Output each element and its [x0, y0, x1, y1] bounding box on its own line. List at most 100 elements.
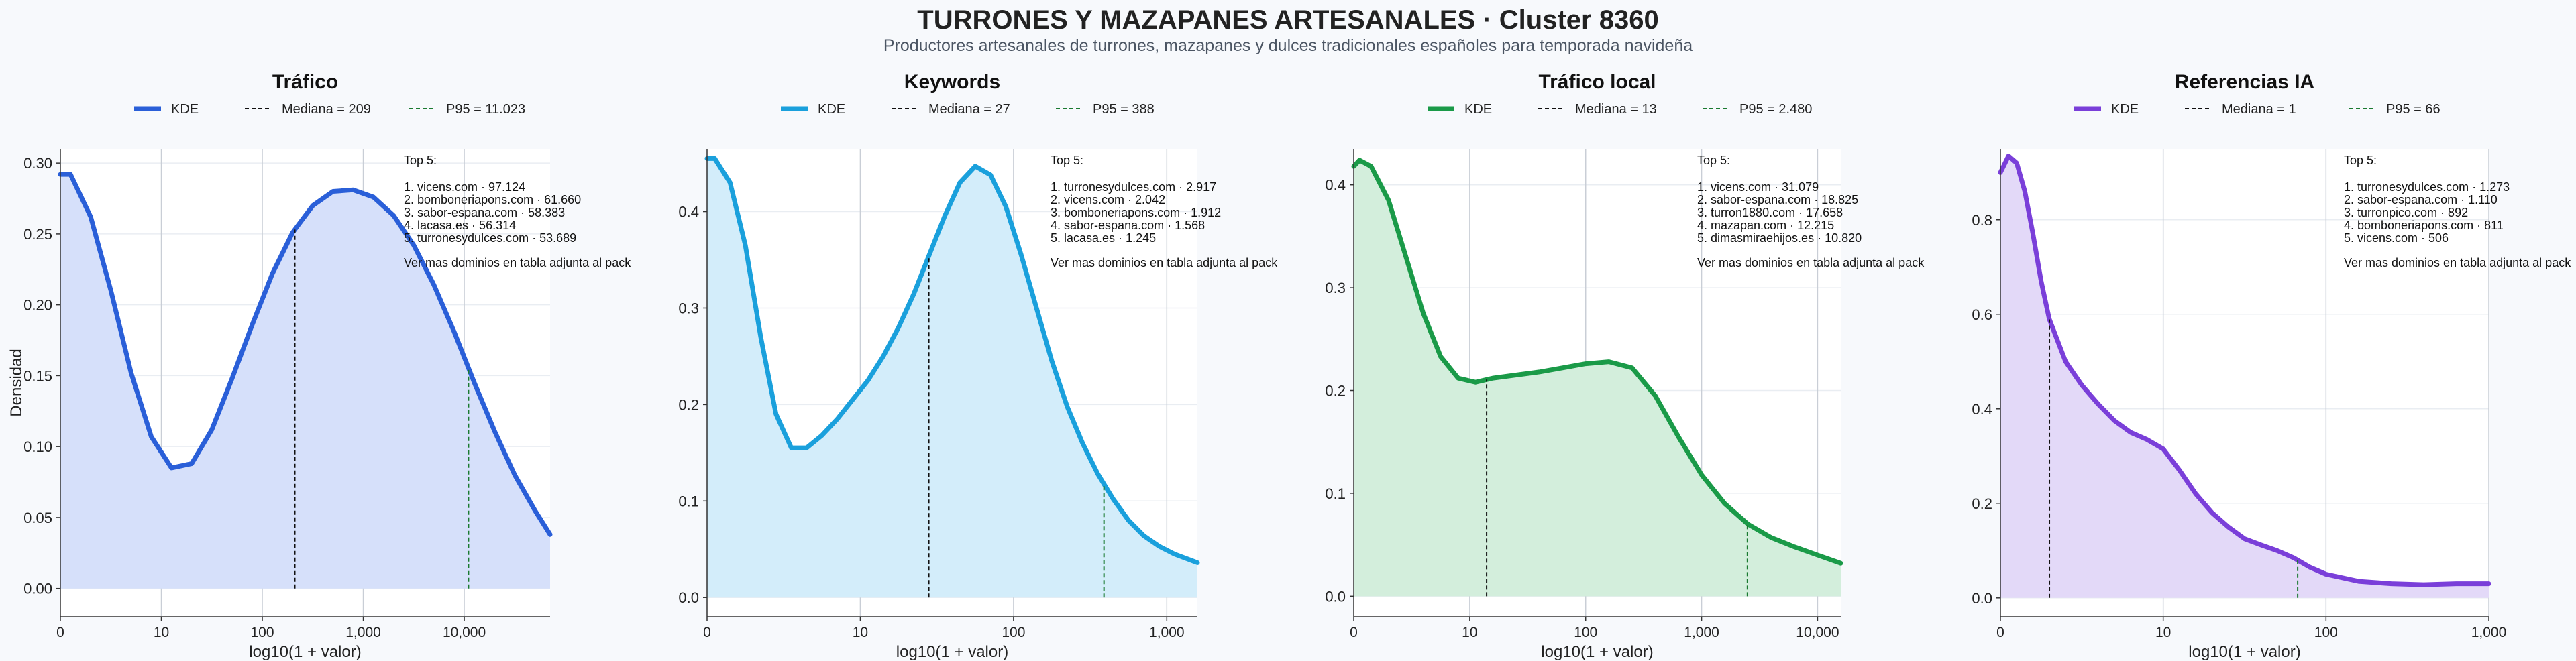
y-tick-label: 0.0 [1972, 590, 1992, 607]
y-axis-label: Densidad [7, 349, 25, 416]
y-tick-label: 0.1 [1325, 485, 1346, 502]
y-tick-label: 0.30 [23, 155, 52, 172]
x-tick-label: 0 [1996, 625, 2004, 640]
kde-area [707, 158, 1197, 598]
panel-title: Tráfico local [1538, 71, 1656, 93]
legend-p95-label: P95 = 66 [2386, 102, 2440, 117]
x-tick-label: 10,000 [443, 625, 486, 640]
chart-panel-3: 0.0 0.1 0.2 0.3 0.4 0 10 100 1,000 10,000 log10(1 … [1325, 71, 1925, 661]
top5-entry: 5. lacasa.es · 1.245 [1051, 231, 1156, 245]
x-axis-label: log10(1 + valor) [896, 643, 1008, 661]
y-tick-label: 0.25 [23, 226, 52, 243]
y-tick-label: 0.4 [678, 204, 699, 221]
top5-entry: 4. bomboneriapons.com · 811 [2344, 219, 2504, 232]
y-tick-label: 0.4 [1325, 177, 1346, 194]
top5-entry: 1. turronesydulces.com · 2.917 [1051, 180, 1216, 194]
top5-entry: 5. dimasmiraehijos.es · 10.820 [1697, 231, 1862, 245]
top5-footer-note: Ver mas dominios en tabla adjunta al pac… [404, 256, 631, 269]
legend-p95-label: P95 = 388 [1093, 102, 1155, 117]
y-tick-label: 0.3 [1325, 280, 1346, 296]
kde-area [60, 174, 550, 589]
top5-entry: 2. bomboneriapons.com · 61.660 [404, 193, 581, 206]
x-axis-label: log10(1 + valor) [249, 643, 361, 661]
top5-entry: 2. sabor-espana.com · 18.825 [1697, 193, 1858, 206]
x-tick-label: 10 [1462, 625, 1477, 640]
y-tick-label: 0.0 [1325, 588, 1346, 605]
page-title: TURRONES Y MAZAPANES ARTESANALES · Clust… [917, 5, 1659, 35]
kde-line [1998, 154, 2491, 587]
legend-median-label: Mediana = 27 [928, 102, 1010, 117]
x-tick-label: 10,000 [1796, 625, 1839, 640]
top5-entry: 4. lacasa.es · 56.314 [404, 219, 516, 232]
top5-entry: 3. bomboneriapons.com · 1.912 [1051, 206, 1221, 219]
panel-title: Referencias IA [2175, 71, 2314, 93]
x-tick-label: 10 [154, 625, 169, 640]
top5-entry: 4. mazapan.com · 12.215 [1697, 219, 1834, 232]
top5-entry: 2. vicens.com · 2.042 [1051, 193, 1165, 206]
x-tick-label: 0 [1350, 625, 1358, 640]
kde-area [2000, 156, 2489, 598]
y-tick-label: 0.6 [1972, 306, 1992, 323]
kde-area [1354, 160, 1841, 597]
legend-kde-label: KDE [1464, 102, 1492, 117]
x-tick-label: 1,000 [1684, 625, 1719, 640]
top5-entry: 2. sabor-espana.com · 1.110 [2344, 193, 2498, 206]
legend-kde-label: KDE [2111, 102, 2139, 117]
y-tick-label: 0.8 [1972, 212, 1992, 229]
legend-kde-label: KDE [171, 102, 199, 117]
legend-p95-label: P95 = 11.023 [446, 102, 525, 117]
chart-panel-2: 0.0 0.1 0.2 0.3 0.4 0 10 100 1,000 log10(1 + valo… [678, 71, 1278, 661]
chart-panel-1: 0.00 0.05 0.10 0.15 0.20 0.25 0.30 0 10 100 1,000 1… [7, 71, 631, 661]
y-tick-label: 0.0 [678, 589, 699, 606]
y-tick-label: 0.2 [1972, 495, 1992, 512]
y-tick-label: 0.10 [23, 438, 52, 455]
y-tick-label: 0.3 [678, 300, 699, 316]
top5-footer-note: Ver mas dominios en tabla adjunta al pac… [1051, 256, 1278, 269]
top5-footer-note: Ver mas dominios en tabla adjunta al pac… [2344, 256, 2571, 269]
x-tick-label: 0 [56, 625, 64, 640]
kde-line [58, 172, 553, 537]
y-tick-label: 0.2 [1325, 383, 1346, 400]
top5-entry: 1. vicens.com · 97.124 [404, 180, 525, 194]
x-tick-label: 100 [2314, 625, 2338, 640]
top5-heading: Top 5: [404, 154, 437, 167]
top5-entry: 4. sabor-espana.com · 1.568 [1051, 219, 1205, 232]
x-tick-label: 10 [2155, 625, 2171, 640]
x-axis-label: log10(1 + valor) [1541, 643, 1653, 661]
kde-line [1351, 158, 1843, 566]
x-tick-label: 100 [1002, 625, 1025, 640]
y-tick-label: 0.15 [23, 367, 52, 384]
y-tick-label: 0.4 [1972, 401, 1992, 418]
top5-entry: 3. turron1880.com · 17.658 [1697, 206, 1843, 219]
panel-title: Keywords [904, 71, 1000, 93]
y-tick-label: 0.1 [678, 493, 699, 509]
x-axis-label: log10(1 + valor) [2188, 643, 2300, 661]
page-subtitle: Productores artesanales de turrones, maz… [883, 36, 1693, 55]
top5-entry: 3. turronpico.com · 892 [2344, 206, 2468, 219]
top5-entry: 1. turronesydulces.com · 1.273 [2344, 180, 2510, 194]
y-tick-label: 0.05 [23, 509, 52, 526]
legend-p95-label: P95 = 2.480 [1739, 102, 1812, 117]
x-tick-label: 0 [703, 625, 711, 640]
y-tick-label: 0.00 [23, 581, 52, 597]
x-tick-label: 1,000 [1149, 625, 1185, 640]
y-tick-label: 0.2 [678, 396, 699, 413]
kde-line [704, 156, 1200, 565]
x-tick-label: 1,000 [2471, 625, 2507, 640]
chart-panel-4: 0.0 0.2 0.4 0.6 0.8 0 10 100 1,000 log10(1 + valo… [1972, 71, 2571, 661]
legend-kde-label: KDE [818, 102, 845, 117]
top5-entry: 3. sabor-espana.com · 58.383 [404, 206, 565, 219]
x-tick-label: 10 [853, 625, 868, 640]
legend-median-label: Mediana = 13 [1575, 102, 1657, 117]
top5-heading: Top 5: [1051, 154, 1083, 167]
top5-heading: Top 5: [2344, 154, 2377, 167]
legend-median-label: Mediana = 1 [2222, 102, 2296, 117]
top5-entry: 5. turronesydulces.com · 53.689 [404, 231, 576, 245]
x-tick-label: 100 [251, 625, 274, 640]
top5-entry: 1. vicens.com · 31.079 [1697, 180, 1819, 194]
panel-title: Tráfico [272, 71, 338, 93]
top5-footer-note: Ver mas dominios en tabla adjunta al pac… [1697, 256, 1925, 269]
top5-heading: Top 5: [1697, 154, 1730, 167]
x-tick-label: 1,000 [345, 625, 381, 640]
